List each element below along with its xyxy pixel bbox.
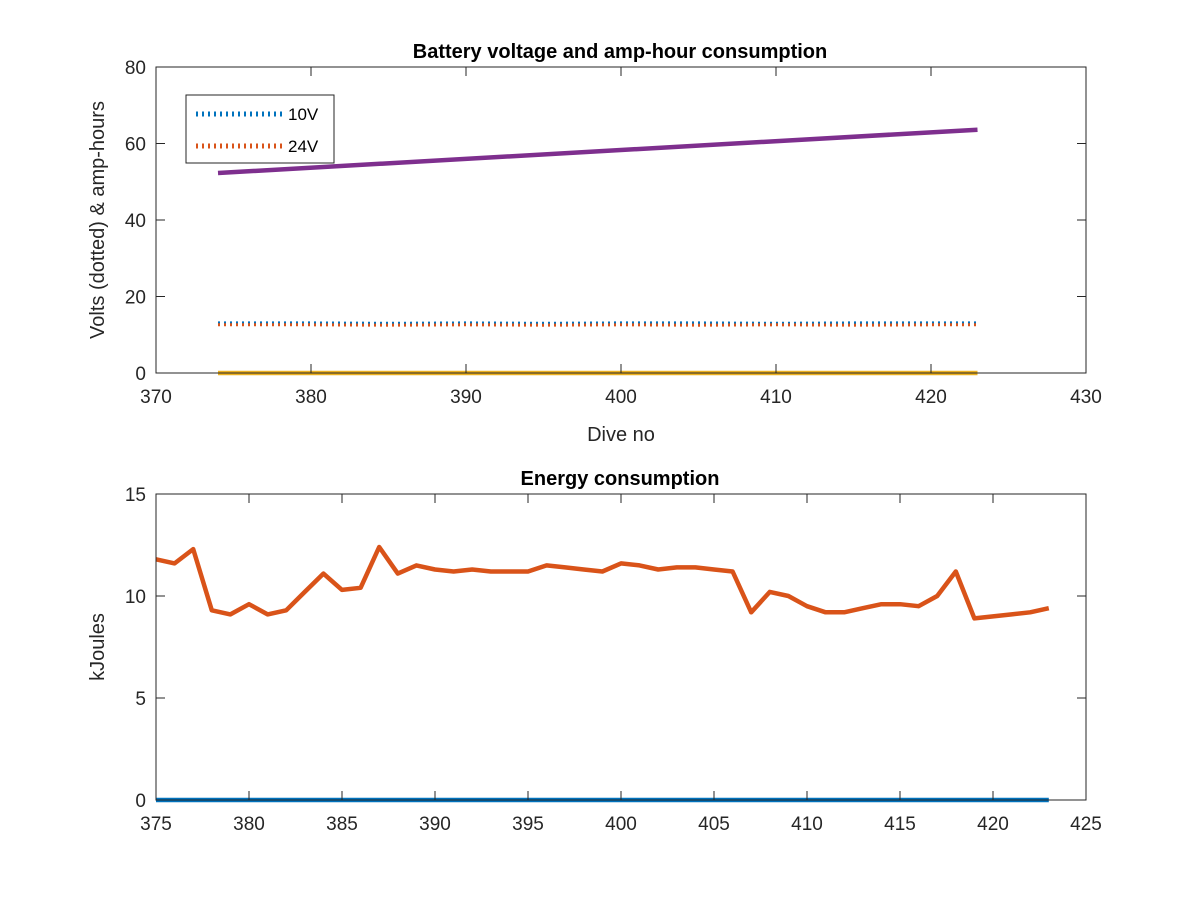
energy-chart-title: Energy consumption <box>521 468 720 490</box>
legend-label-10v: 10V <box>288 105 319 124</box>
voltage-x-tick-label: 430 <box>1070 387 1102 408</box>
energy-y-tick-label: 10 <box>125 587 146 608</box>
energy-x-tick-label: 375 <box>140 814 172 835</box>
energy-y-axis-label: kJoules <box>87 613 109 681</box>
energy-x-tick-label: 380 <box>233 814 265 835</box>
voltage-x-tick-label: 410 <box>760 387 792 408</box>
voltage-x-tick-label: 420 <box>915 387 947 408</box>
voltage-y-tick-label: 80 <box>125 58 146 79</box>
voltage-x-tick-label: 390 <box>450 387 482 408</box>
voltage-chart-title: Battery voltage and amp-hour consumption <box>413 41 827 63</box>
voltage-x-tick-label: 400 <box>605 387 637 408</box>
voltage-y-tick-label: 40 <box>125 211 146 232</box>
voltage-series-line-3 <box>217 127 978 176</box>
energy-x-tick-label: 395 <box>512 814 544 835</box>
energy-x-tick-label: 385 <box>326 814 358 835</box>
voltage-y-tick-label: 0 <box>135 364 146 385</box>
voltage-y-tick-label: 20 <box>125 288 146 309</box>
voltage-x-axis-label: Dive no <box>587 424 655 446</box>
voltage-x-tick-label: 370 <box>140 387 172 408</box>
legend-box <box>185 94 335 164</box>
voltage-axes: Battery voltage and amp-hour consumption… <box>87 41 1102 446</box>
energy-series-line-2 <box>155 544 1050 621</box>
energy-x-tick-label: 405 <box>698 814 730 835</box>
voltage-x-tick-label: 380 <box>295 387 327 408</box>
energy-y-tick-label: 15 <box>125 485 146 506</box>
energy-axes: Energy consumption 375 380 385 390 395 400 405… <box>87 468 1102 835</box>
voltage-y-axis-label: Volts (dotted) & amp-hours <box>87 101 109 339</box>
energy-plot-frame <box>155 493 1087 801</box>
energy-x-tick-label: 390 <box>419 814 451 835</box>
energy-y-tick-label: 5 <box>135 689 146 710</box>
energy-x-tick-label: 400 <box>605 814 637 835</box>
voltage-legend: 10V 24V <box>185 94 335 164</box>
legend-label-24v: 24V <box>288 137 319 156</box>
energy-x-tick-label: 410 <box>791 814 823 835</box>
energy-x-tick-label: 415 <box>884 814 916 835</box>
voltage-y-tick-label: 60 <box>125 135 146 156</box>
energy-x-tick-label: 420 <box>977 814 1009 835</box>
energy-y-tick-label: 0 <box>135 791 146 812</box>
energy-x-tick-label: 425 <box>1070 814 1102 835</box>
